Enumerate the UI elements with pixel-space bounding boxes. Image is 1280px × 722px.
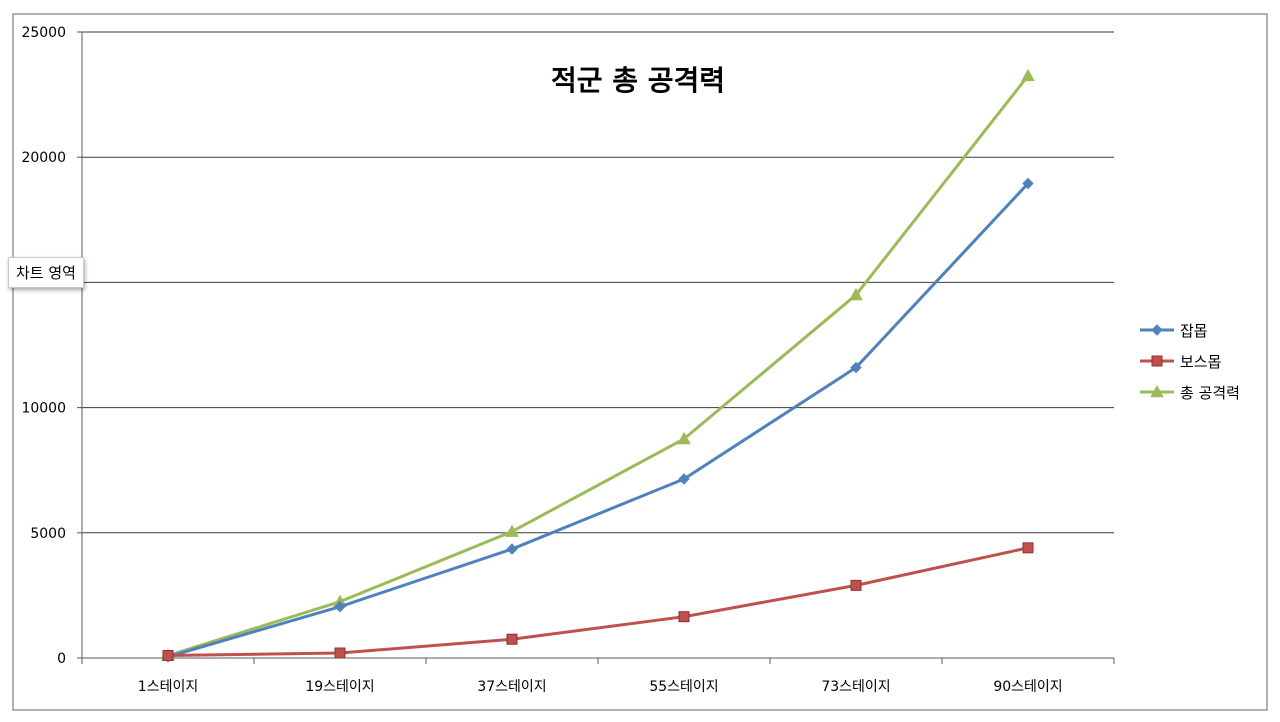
data-point[interactable] bbox=[1021, 68, 1035, 82]
data-point[interactable] bbox=[505, 524, 519, 537]
data-point[interactable] bbox=[849, 287, 863, 301]
legend-label: 보스몹 bbox=[1180, 353, 1221, 371]
gridlines bbox=[82, 31, 1114, 534]
chart-title[interactable]: 적군 총 공격력 bbox=[551, 64, 725, 97]
x-tick-label: 90스테이지 bbox=[993, 679, 1062, 695]
y-tick-label: 10000 bbox=[21, 401, 66, 417]
series-line[interactable] bbox=[167, 546, 1029, 657]
legend-item[interactable]: 보스몹 bbox=[1140, 353, 1221, 371]
data-point[interactable] bbox=[334, 600, 346, 613]
series-line[interactable] bbox=[167, 182, 1030, 659]
data-point[interactable] bbox=[850, 361, 862, 374]
y-tick-label: 20000 bbox=[21, 150, 66, 166]
data-point[interactable] bbox=[506, 633, 518, 645]
data-point[interactable] bbox=[506, 543, 518, 555]
data-point[interactable] bbox=[850, 579, 862, 591]
legend-item[interactable]: 총 공격력 bbox=[1140, 384, 1240, 402]
x-tick-label: 55스테이지 bbox=[649, 679, 718, 695]
data-point[interactable] bbox=[162, 649, 174, 661]
legend-item[interactable]: 잡몹 bbox=[1140, 322, 1208, 340]
x-tick-label: 73스테이지 bbox=[821, 679, 890, 695]
x-axis-ticks: 1스테이지 19스테이지 37스테이지 55스테이지 73스테이지 90스테이지 bbox=[81, 658, 1115, 695]
data-point[interactable] bbox=[677, 431, 691, 445]
plot-area[interactable] bbox=[161, 68, 1035, 663]
chart-area-border bbox=[12, 13, 1268, 711]
data-point[interactable] bbox=[678, 473, 690, 485]
y-tick-label: 5000 bbox=[30, 526, 66, 542]
y-tick-label: 25000 bbox=[21, 25, 66, 41]
legend-marker[interactable] bbox=[1151, 355, 1163, 367]
chart-area-tooltip: 차트 영역 bbox=[8, 257, 84, 288]
legend-marker[interactable] bbox=[1150, 384, 1164, 398]
legend-label: 잡몹 bbox=[1180, 322, 1208, 340]
x-tick-label: 19스테이지 bbox=[305, 679, 374, 695]
x-tick-label: 37스테이지 bbox=[477, 679, 546, 695]
legend-marker[interactable] bbox=[1151, 324, 1163, 336]
legend-label: 총 공격력 bbox=[1180, 384, 1240, 402]
data-point[interactable] bbox=[334, 647, 346, 659]
data-point[interactable] bbox=[678, 611, 690, 623]
series-line[interactable] bbox=[167, 74, 1030, 657]
data-point[interactable] bbox=[1022, 177, 1034, 190]
data-point[interactable] bbox=[1022, 542, 1034, 554]
x-tick-label: 1스테이지 bbox=[138, 679, 198, 695]
series-2[interactable] bbox=[162, 542, 1034, 661]
y-tick-label: 0 bbox=[57, 651, 66, 667]
